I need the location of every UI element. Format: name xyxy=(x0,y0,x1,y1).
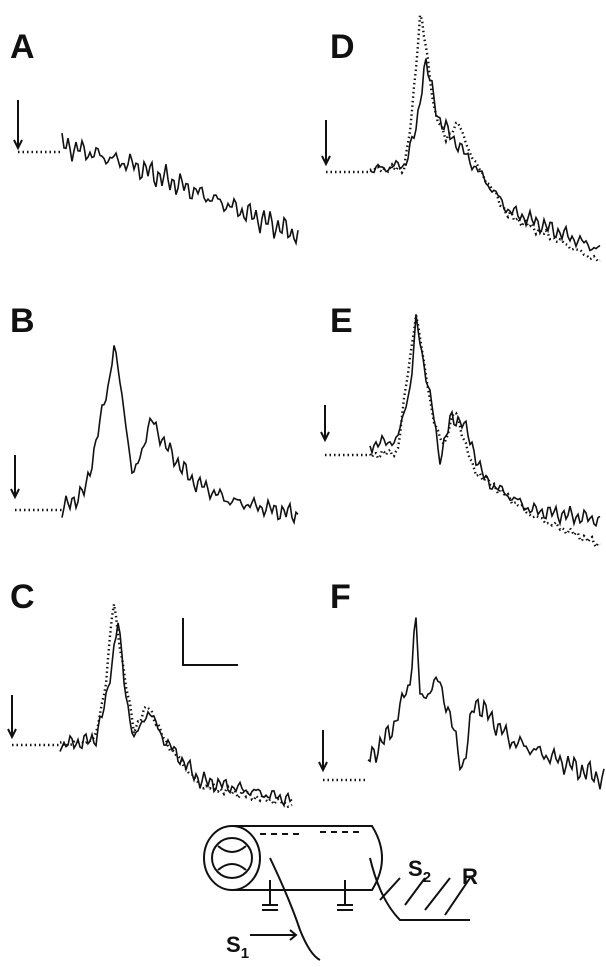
overlay-trace xyxy=(60,604,292,807)
panel-label: E xyxy=(330,302,353,340)
diagram-label: S1 xyxy=(226,932,249,962)
diagram-label: S2 xyxy=(408,856,431,886)
overlay-trace xyxy=(370,315,600,547)
stimulus-arrow xyxy=(11,455,19,497)
cable-dash xyxy=(260,832,360,834)
diagram-label: R xyxy=(462,864,478,889)
overlay-trace xyxy=(370,15,600,261)
cable-diagram: S1 S2 R xyxy=(204,826,478,962)
trace xyxy=(60,623,292,806)
panel-label: B xyxy=(10,302,35,340)
trace xyxy=(62,345,298,522)
stimulus-arrow xyxy=(322,120,330,164)
trace xyxy=(370,314,600,525)
trace xyxy=(370,59,600,251)
panel-label: F xyxy=(330,578,351,616)
electrodes xyxy=(262,880,353,910)
trace xyxy=(62,133,298,243)
figure: A B C D E F S1 S2 R xyxy=(0,0,606,967)
scale-bar xyxy=(183,618,238,665)
cable-body xyxy=(232,826,382,890)
cable-core xyxy=(212,838,252,878)
trace xyxy=(368,618,604,790)
stimulus-arrow xyxy=(319,730,327,770)
cable-core-detail xyxy=(218,846,246,870)
stimulus-arrow xyxy=(14,100,22,148)
panel-label: C xyxy=(10,578,35,616)
stimulus-arrow xyxy=(8,695,16,737)
stimulus-arrow xyxy=(321,405,329,440)
panel-label: D xyxy=(330,28,355,66)
panel-label: A xyxy=(10,28,35,66)
